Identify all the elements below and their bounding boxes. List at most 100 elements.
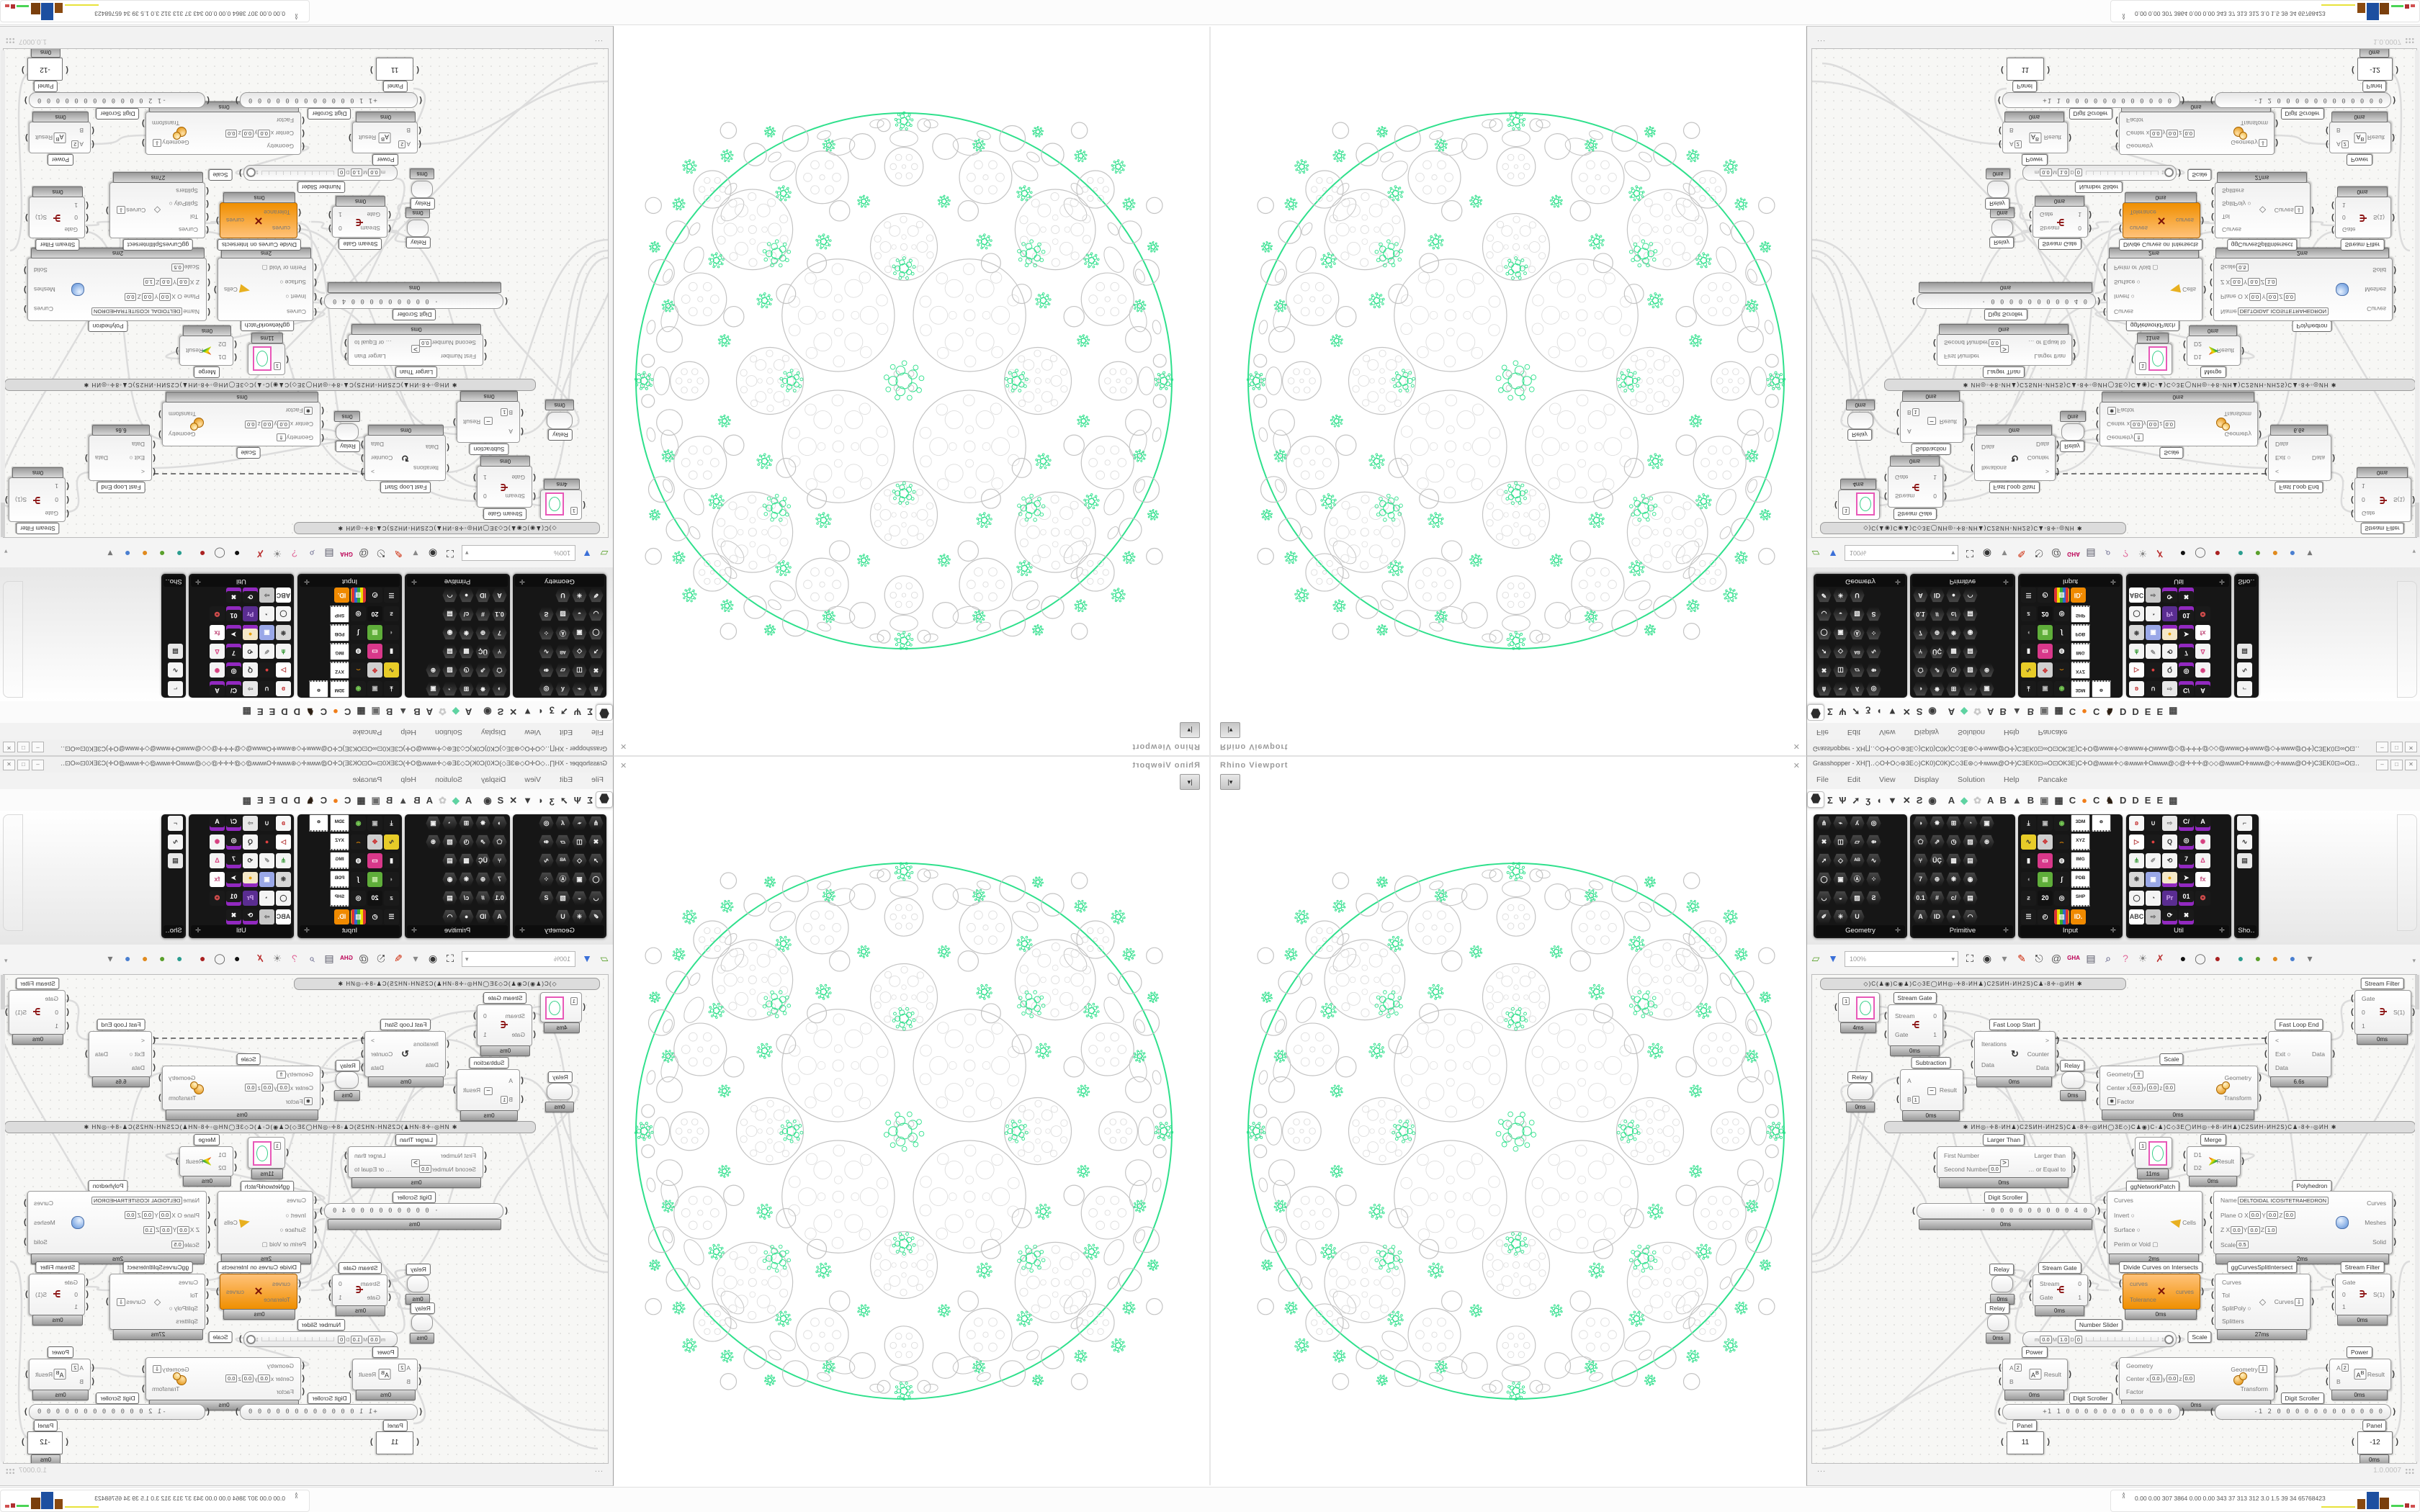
port-icon[interactable]: ( [66, 1437, 68, 1446]
port-icon[interactable]: ) [158, 1073, 161, 1082]
value-chip[interactable]: 0.0 [225, 1374, 238, 1383]
palette-icon[interactable]: ◎ [1866, 816, 1881, 831]
input-port-row[interactable]: (Curves [2211, 1277, 2241, 1287]
relay-node[interactable] [2061, 1071, 2084, 1089]
port-icon[interactable]: ) [214, 1218, 217, 1227]
palette-icon[interactable]: ▮ [2021, 853, 2036, 868]
tab-plugin-3[interactable]: A [426, 795, 433, 806]
gh-component[interactable]: (<(Exit ○(Data) Data [85, 1031, 156, 1077]
port-icon[interactable]: ( [484, 1150, 487, 1159]
port-icon[interactable]: ( [521, 1076, 524, 1085]
port-icon[interactable]: ( [1971, 1059, 1973, 1068]
palette-icon[interactable]: ⇗ [1930, 834, 1945, 850]
gh-component[interactable]: (Name DELTOIDAL ICOSITETRAHEDRON(Plane O… [2210, 1191, 2396, 1254]
tab-plugin-0[interactable]: A [1948, 795, 1955, 806]
palette-expand-icon[interactable]: ✛ [411, 927, 417, 935]
palette-caption[interactable]: Geometry ✛ [1816, 925, 1905, 937]
tab-plugin-16[interactable]: E [256, 795, 264, 806]
palette-caption[interactable]: Geometry ✛ [515, 925, 604, 937]
port-icon[interactable]: ( [1834, 1002, 1837, 1012]
value-chip[interactable]: ⇩ [2258, 1365, 2267, 1373]
output-port-row[interactable]: ) Transform [2223, 1093, 2262, 1102]
palette-expand-icon[interactable]: ✛ [2003, 927, 2009, 935]
palette-caption[interactable]: Primitive ✛ [1912, 925, 2013, 937]
value-chip[interactable]: ⇩ [153, 1365, 162, 1373]
tab-plugin-0[interactable]: A [465, 795, 472, 806]
palette-icon[interactable]: 20 [367, 891, 382, 906]
value-chip[interactable]: ⇩ [117, 1297, 126, 1306]
gh-component[interactable]: (<(Exit ○(Data) Data [2264, 1031, 2335, 1077]
input-port-row[interactable]: (Plane O X 0.0 Y 0.0 Z 0.0 [89, 1208, 210, 1223]
palette-icon[interactable]: ◇ [572, 853, 587, 868]
tab-category-5[interactable]: ◖ [1876, 795, 1882, 806]
toolbar-button[interactable]: ⌕ [2105, 953, 2111, 964]
value-chip[interactable]: ⇑ [277, 1070, 286, 1079]
value-chip[interactable]: 0.0 [2266, 1211, 2279, 1220]
gh-component[interactable]: (Gate(0(1) S(1) Ψ [25, 1274, 89, 1315]
value-chip[interactable]: 1.0 [143, 1225, 156, 1234]
palette-icon[interactable]: ▱ [555, 834, 570, 850]
input-port-row[interactable]: (D2 [2183, 1163, 2202, 1172]
toolbar-button[interactable]: ◯ [214, 953, 225, 964]
gh-component[interactable]: (First Number(Second Number 0.0) Larger t… [344, 1146, 487, 1178]
port-icon[interactable]: ( [2326, 1362, 2329, 1372]
palette-icon[interactable]: fx [2195, 872, 2210, 887]
palette-icon[interactable]: ● [259, 834, 274, 850]
port-icon[interactable]: ( [207, 1225, 210, 1234]
palette-icon[interactable]: ▣ [1833, 872, 1848, 887]
palette-expand-icon[interactable]: ✛ [1895, 927, 1901, 935]
port-icon[interactable]: ( [2103, 1225, 2106, 1234]
toolbar-button[interactable]: ▾ [2002, 953, 2007, 964]
palette-icon[interactable]: ▦ [367, 872, 382, 887]
palette-icon[interactable]: ⊕ [475, 872, 490, 887]
rhino-viewport[interactable]: Rhino Viewport |▾ ✕ [1210, 27, 1807, 756]
tab-plugin-17[interactable]: ▩ [242, 795, 251, 806]
input-port-row[interactable]: (D1 [2183, 1150, 2202, 1159]
value-chip[interactable]: 2 [2341, 1364, 2349, 1372]
port-icon[interactable]: ( [2210, 1407, 2213, 1416]
tab-plugin-8[interactable]: ▦ [2054, 795, 2063, 806]
palette-icon[interactable]: ● [2162, 872, 2177, 887]
palette-icon[interactable]: ⌐ [168, 816, 183, 831]
gh-component[interactable]: (Geometry ⇑(Center x 0.0 y 0.0 z 0.0(✱ Factor… [158, 1066, 324, 1110]
gh-component[interactable]: (Geometry ⇑(Center x 0.0 y 0.0 z 0.0(✱ Factor… [2096, 1066, 2262, 1110]
port-icon[interactable]: ) [5, 1007, 8, 1017]
tab-plugin-7[interactable]: ▣ [2040, 795, 2049, 806]
port-icon[interactable]: ) [2073, 1150, 2076, 1159]
output-port-row[interactable]: ) S(1) [2393, 1007, 2415, 1017]
output-port-row[interactable]: )… or Equal to [344, 1164, 392, 1173]
palette-icon[interactable]: ◷ [1946, 834, 1961, 850]
port-icon[interactable]: ) [2332, 1049, 2335, 1058]
palette-icon[interactable]: ʚ [276, 816, 291, 831]
port-icon[interactable]: ( [2103, 1240, 2106, 1249]
menu-item-view[interactable]: View [1879, 775, 1896, 784]
port-icon[interactable]: ( [153, 1049, 156, 1058]
group-header-0[interactable]: ◇)C(♟◉)C◉♟)C◇3E◯ИН◎◦✛8◦ИН♟)C2SИН◦ИН2S)C♟… [294, 978, 600, 990]
value-chip[interactable]: 0.0 [2150, 1374, 2162, 1383]
toolbar-button[interactable]: ● [2179, 953, 2187, 964]
input-port-row[interactable]: (< [141, 1035, 156, 1045]
port-icon[interactable]: ) [2259, 1093, 2262, 1102]
palette-icon[interactable]: ⌁ [1833, 816, 1848, 831]
viewport-close-icon[interactable]: ✕ [1793, 762, 1800, 770]
value-chip[interactable]: 0.0 [2248, 1225, 2260, 1234]
tab-plugin-11[interactable]: C [320, 795, 328, 806]
port-icon[interactable]: ( [302, 1361, 305, 1370]
value-chip[interactable]: 1 [1912, 1095, 1919, 1104]
palette-icon[interactable]: Ⓐ [555, 872, 570, 887]
tab-category-4[interactable]: ʒ [549, 795, 555, 806]
palette-icon[interactable]: ⌢ [2054, 834, 2069, 850]
port-icon[interactable]: ( [1896, 1076, 1899, 1085]
palette-icon[interactable]: ⁘ [1866, 872, 1881, 887]
tab-plugin-6[interactable]: B [385, 795, 393, 806]
port-icon[interactable]: ) [2393, 1237, 2396, 1246]
palette-icon[interactable]: ◔ [442, 816, 457, 831]
toolbar-button[interactable]: ☀ [272, 953, 282, 964]
palette-icon[interactable]: Ƨ [1866, 891, 1881, 906]
tab-plugin-14[interactable]: D [2132, 795, 2139, 806]
port-icon[interactable]: ( [1933, 1150, 1936, 1159]
palette-icon[interactable]: ⤓ [384, 816, 399, 831]
window-button-close[interactable]: ✕ [3, 760, 15, 770]
palette-icon[interactable]: ➤ [2179, 872, 2194, 887]
port-icon[interactable]: ) [2392, 1290, 2395, 1299]
